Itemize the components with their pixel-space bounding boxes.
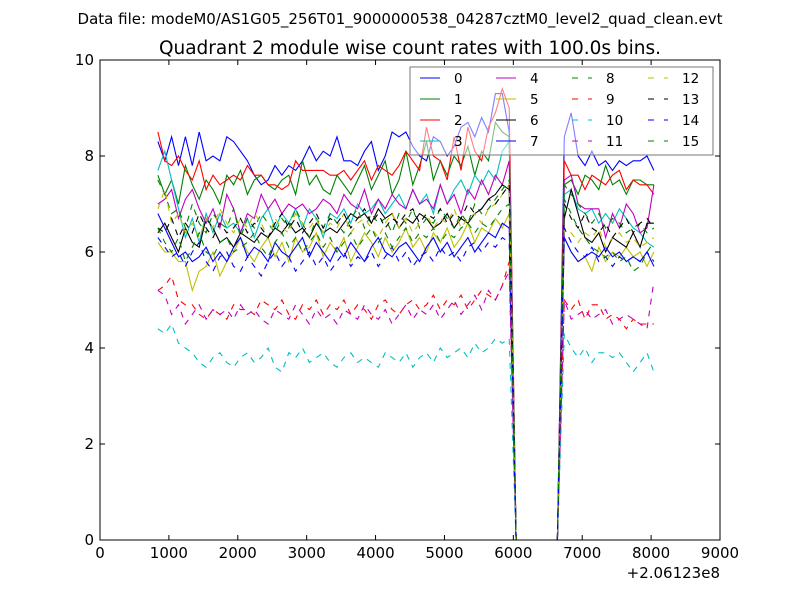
series-lines: [157, 87, 655, 541]
x-tick-label: 5000: [425, 544, 463, 562]
legend-label-8: 8: [606, 71, 615, 87]
legend-label-7: 7: [530, 134, 539, 150]
series-line-10: [157, 322, 655, 541]
y-tick-label: 8: [84, 147, 94, 165]
series-line-15: [157, 198, 655, 541]
series-line-14: [157, 227, 655, 541]
legend-label-2: 2: [454, 113, 463, 129]
legend-label-12: 12: [682, 71, 699, 87]
x-tick-label: 7000: [563, 544, 601, 562]
data-file-suptitle: Data file: modeM0/AS1G05_256T01_90000005…: [78, 10, 723, 29]
plot-frame: [99, 59, 721, 541]
legend-label-15: 15: [682, 134, 699, 150]
legend-label-14: 14: [682, 113, 699, 129]
x-tick-label: 1000: [150, 544, 188, 562]
legend-label-0: 0: [454, 71, 463, 87]
y-tick-label: 4: [84, 339, 94, 357]
y-tick-label: 2: [84, 435, 94, 453]
legend-label-9: 9: [606, 92, 615, 108]
axes: 0 1000 2000 3000 4000 5000 6000 7000 8000 9000 0 2 4…: [75, 51, 739, 562]
series-line-1: [157, 121, 654, 541]
legend-label-6: 6: [530, 113, 539, 129]
chart-title: Quadrant 2 module wise count rates with …: [159, 38, 661, 59]
legend-label-11: 11: [606, 134, 623, 150]
series-line-3: [157, 139, 655, 541]
x-tick-label: 8000: [632, 544, 670, 562]
x-tick-label: 9000: [701, 544, 739, 562]
series-line-7: [157, 213, 655, 541]
x-tick-label: 0: [95, 544, 105, 562]
series-line-9: [157, 261, 654, 541]
legend-label-4: 4: [530, 71, 539, 87]
series-line-2: [157, 87, 655, 541]
series-line-11: [157, 270, 655, 541]
x-offset-label: +2.06123e8: [627, 564, 720, 582]
y-tick-label: 6: [84, 243, 94, 261]
y-tick-label: 10: [75, 51, 94, 69]
legend-label-13: 13: [682, 92, 699, 108]
x-tick-label: 2000: [219, 544, 257, 562]
series-line-6: [157, 184, 654, 541]
legend-label-10: 10: [606, 113, 623, 129]
x-tick-label: 4000: [356, 544, 394, 562]
series-line-12: [157, 183, 655, 541]
legend-label-3: 3: [454, 134, 463, 150]
series-line-0: [157, 93, 655, 541]
x-tick-label: 6000: [494, 544, 532, 562]
x-tick-label: 3000: [288, 544, 326, 562]
y-tick-label: 0: [84, 531, 94, 549]
legend-box: [409, 66, 714, 156]
series-line-8: [157, 178, 655, 541]
legend-label-1: 1: [454, 92, 463, 108]
series-line-13: [157, 183, 655, 541]
legend-label-5: 5: [530, 92, 539, 108]
